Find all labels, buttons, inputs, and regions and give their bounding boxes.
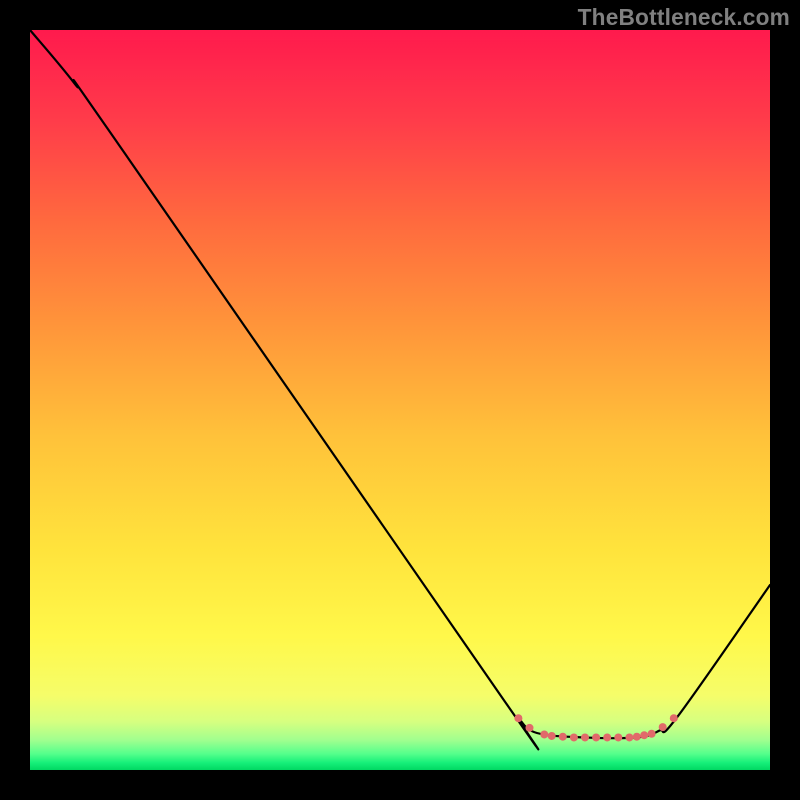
marker-dot bbox=[540, 730, 548, 738]
marker-dot bbox=[614, 733, 622, 741]
gradient-background bbox=[30, 30, 770, 770]
marker-dot bbox=[592, 733, 600, 741]
marker-dot bbox=[559, 733, 567, 741]
marker-dot bbox=[603, 733, 611, 741]
marker-dot bbox=[670, 714, 678, 722]
marker-dot bbox=[526, 724, 534, 732]
chart-svg bbox=[0, 0, 800, 800]
marker-dot bbox=[640, 731, 648, 739]
marker-dot bbox=[548, 732, 556, 740]
marker-dot bbox=[581, 733, 589, 741]
marker-dot bbox=[659, 723, 667, 731]
marker-dot bbox=[514, 714, 522, 722]
marker-dot bbox=[633, 733, 641, 741]
watermark-text: TheBottleneck.com bbox=[578, 4, 790, 31]
marker-dot bbox=[570, 733, 578, 741]
chart-stage: TheBottleneck.com bbox=[0, 0, 800, 800]
marker-dot bbox=[625, 733, 633, 741]
marker-dot bbox=[648, 730, 656, 738]
